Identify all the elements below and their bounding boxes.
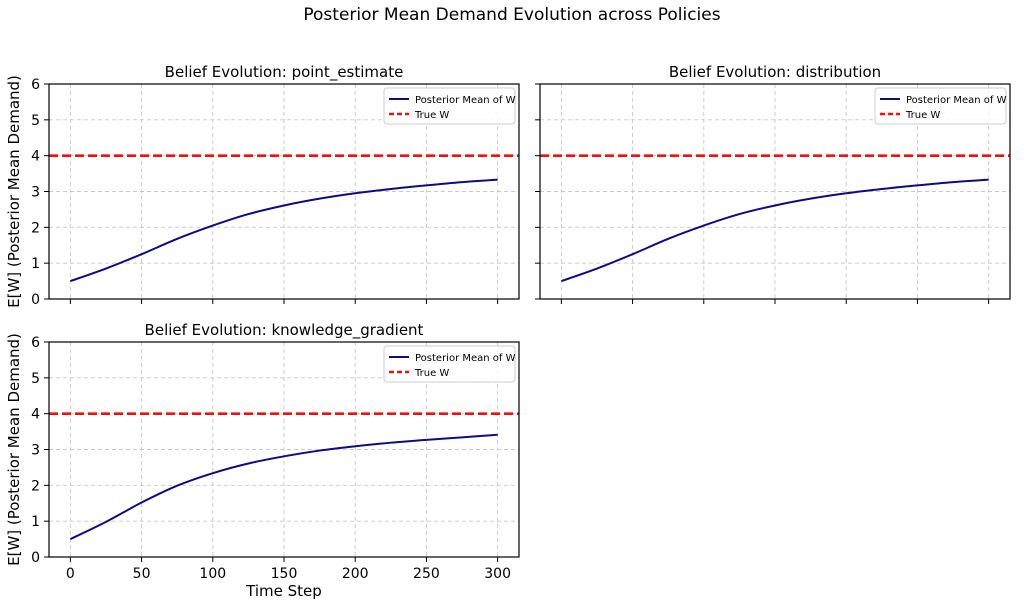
legend-label-true-w: True W [905,110,940,121]
subplot-grid: 0 1 2 3 4 5 6 Belief Evolution: point_estimate E… [5,63,1011,600]
legend-label-posterior: Posterior Mean of W [415,353,516,364]
subplot-title: Belief Evolution: point_estimate [165,63,404,82]
x-tick-label: 0 [66,566,75,582]
y-tick-label: 1 [31,514,40,530]
y-tick-label: 5 [31,113,40,129]
legend-label-true-w: True W [414,368,449,379]
y-tick-label: 2 [31,220,40,236]
x-tick-label: 150 [271,566,298,582]
x-tick-label: 250 [413,566,440,582]
y-tick-label: 0 [31,292,40,308]
y-tick-label: 4 [31,407,40,423]
posterior-mean-line [69,433,498,540]
legend: Posterior Mean of W True W [383,87,516,125]
legend: Posterior Mean of W True W [874,87,1007,125]
y-axis-label: E[W] (Posterior Mean Demand) [5,333,23,566]
legend-label-true-w: True W [414,110,449,121]
y-tick-label: 5 [31,371,40,387]
legend-box [383,345,516,383]
x-tick-label: 50 [133,566,151,582]
y-tick-label: 0 [31,550,40,566]
subplot-title: Belief Evolution: knowledge_gradient [145,321,424,340]
subplot-1: 0 1 2 3 4 5 6 Belief Evolution: point_estimate E… [5,63,520,308]
y-axis-label: E[W] (Posterior Mean Demand) [5,75,23,308]
legend: Posterior Mean of W True W [383,345,516,383]
y-tick-label: 3 [31,185,40,201]
figure-suptitle: Posterior Mean Demand Evolution across P… [303,5,720,25]
y-tick-label: 2 [31,478,40,494]
subplot-title: Belief Evolution: distribution [669,63,881,81]
legend-label-posterior: Posterior Mean of W [906,95,1007,106]
x-tick-label: 300 [484,566,511,582]
y-tick-label: 3 [31,443,40,459]
x-tick-label: 100 [199,566,226,582]
x-tick-label: 200 [342,566,369,582]
legend-label-posterior: Posterior Mean of W [415,95,516,106]
subplot-3: 0 50 100 150 200 250 300 0 1 2 3 4 5 6 Belief Evolutio… [5,321,520,600]
y-tick-label: 6 [31,335,40,351]
posterior-mean-line [561,178,989,283]
y-tick-label: 6 [31,77,40,93]
y-tick-label: 1 [31,256,40,272]
legend-box [383,87,516,125]
y-tick-label: 4 [31,149,40,165]
x-axis-label: Time Step [245,582,322,600]
posterior-mean-line [70,178,498,283]
subplot-2: Belief Evolution: distribution Posterior … [535,63,1011,304]
legend-box [874,87,1007,125]
